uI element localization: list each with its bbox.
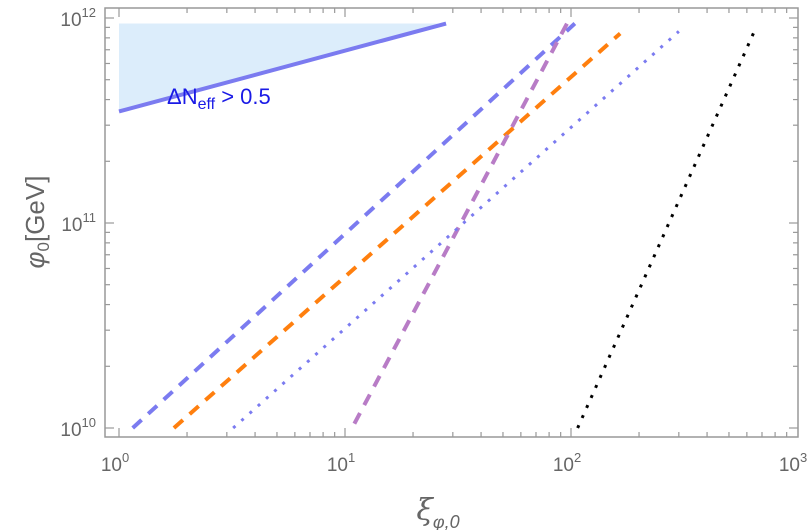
x-tick-label: 103 xyxy=(779,450,807,476)
region-label-main: ΔN xyxy=(167,84,198,109)
series-dotted-black xyxy=(576,29,757,429)
series-dashed-orange xyxy=(172,32,622,430)
region-label-rest: > 0.5 xyxy=(215,84,271,109)
axis-ticks xyxy=(105,8,798,437)
y-tick-label: 1010 xyxy=(60,415,96,441)
series-dotted-blue xyxy=(232,30,680,430)
x-axis-title: ξφ,0 xyxy=(416,493,459,530)
series-dashed-purple xyxy=(352,20,570,425)
series-solid-blue xyxy=(118,21,447,114)
x-tick-label: 102 xyxy=(553,450,581,476)
series-layer xyxy=(118,20,757,430)
region-label-sub: eff xyxy=(198,96,216,113)
y-tick-label: 1012 xyxy=(60,5,96,31)
y-axis-title: φ0[GeV] xyxy=(20,176,53,269)
x-tick-label: 100 xyxy=(101,450,129,476)
series-dashed-blue xyxy=(131,22,577,430)
x-tick-label: 101 xyxy=(327,450,355,476)
tick-labels: 100 101 102 103 1010 1011 1012 xyxy=(60,5,807,476)
y-tick-label: 1011 xyxy=(61,210,96,236)
region-label: ΔNeff > 0.5 xyxy=(167,84,271,113)
